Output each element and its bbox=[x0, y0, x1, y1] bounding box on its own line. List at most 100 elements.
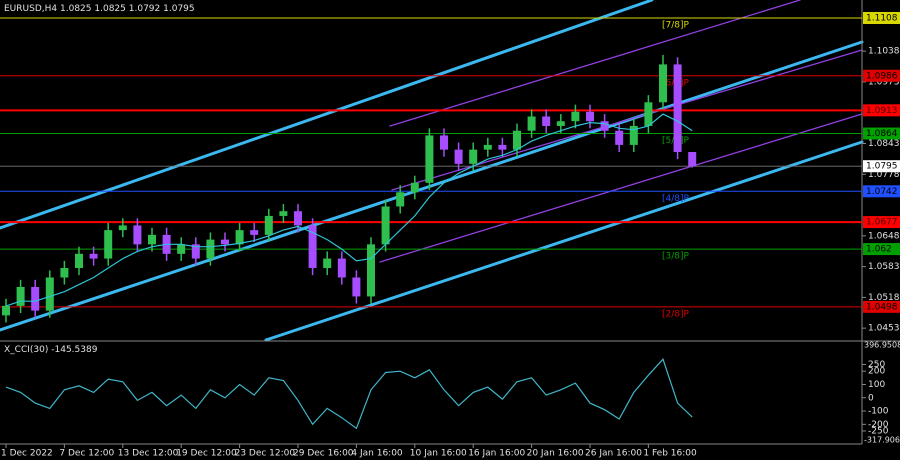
channel-line bbox=[391, 49, 863, 191]
y-tick-label: 0 bbox=[868, 393, 874, 403]
level-price-label: 1.0498 bbox=[866, 302, 898, 312]
high-value: 1.0825 bbox=[94, 4, 126, 14]
moving-average bbox=[5, 113, 693, 307]
level-name: [3/8]P bbox=[662, 252, 690, 262]
channel-line bbox=[0, 40, 864, 332]
y-tick-label: 1.0973 bbox=[868, 77, 900, 87]
candle-body bbox=[527, 116, 536, 131]
level-box bbox=[863, 216, 900, 229]
x-tick-label: 20 Jan 16:00 bbox=[527, 449, 584, 459]
candle-body bbox=[337, 258, 346, 278]
y-tick-label: 1.0453 bbox=[868, 324, 900, 334]
candle-body bbox=[16, 286, 25, 306]
level-name: [4/8]P bbox=[662, 194, 690, 204]
open-value: 1.0825 bbox=[60, 4, 92, 14]
candle-body bbox=[644, 102, 653, 126]
x-tick-label: 1 Dec 2022 bbox=[1, 449, 53, 459]
candle-body bbox=[31, 286, 40, 311]
level-price-label: 1.0742 bbox=[866, 187, 898, 197]
candle-body bbox=[440, 135, 448, 150]
level-box bbox=[863, 104, 900, 117]
level-price-label: 1.0677 bbox=[866, 218, 898, 228]
x-tick-label: 13 Dec 12:00 bbox=[118, 449, 179, 459]
candle-body bbox=[673, 64, 682, 153]
candle-body bbox=[264, 215, 273, 235]
candle-body bbox=[45, 277, 54, 311]
candle-body bbox=[483, 144, 492, 150]
level-box bbox=[863, 11, 900, 24]
candle-body bbox=[191, 244, 200, 259]
candle-body bbox=[308, 225, 317, 269]
x-tick-label: 1 Feb 16:00 bbox=[643, 449, 697, 459]
candle-body bbox=[148, 234, 156, 245]
level-price-label: 1.0913 bbox=[866, 106, 898, 116]
candle-body bbox=[133, 225, 142, 245]
candle-body bbox=[75, 253, 83, 269]
y-tick-label: -250 bbox=[868, 426, 889, 436]
indicator-title: X_CCI(30) bbox=[4, 345, 48, 355]
last-price-label: 1.0795 bbox=[866, 162, 898, 172]
candle-body bbox=[118, 225, 127, 231]
candle-body bbox=[600, 121, 609, 131]
y-tick-label: 200 bbox=[868, 367, 885, 377]
candle-body bbox=[250, 230, 259, 235]
candle-body bbox=[688, 152, 697, 167]
level-price-label: 1.0986 bbox=[866, 71, 898, 81]
x-tick-label: 19 Dec 12:00 bbox=[176, 449, 237, 459]
candle-body bbox=[177, 244, 186, 254]
level-price-label: 1.0864 bbox=[866, 129, 898, 139]
level-box bbox=[863, 185, 900, 198]
level-box bbox=[863, 243, 900, 256]
x-tick-label: 7 Dec 12:00 bbox=[59, 449, 114, 459]
y-tick-label: 1.0518 bbox=[868, 293, 900, 303]
candle-body bbox=[454, 149, 463, 164]
candle-body bbox=[586, 111, 594, 122]
channel-line bbox=[0, 0, 654, 230]
candle-body bbox=[323, 258, 332, 269]
candle-body bbox=[294, 211, 302, 226]
symbol: EURUSD,H4 bbox=[4, 4, 57, 14]
candle-body bbox=[571, 111, 580, 122]
x-tick-label: 23 Dec 12:00 bbox=[235, 449, 296, 459]
indicator-value: -145.5389 bbox=[51, 345, 97, 355]
close-value: 1.0795 bbox=[163, 4, 195, 14]
candle-body bbox=[410, 182, 419, 193]
level-box bbox=[863, 300, 900, 313]
level-box bbox=[863, 127, 900, 140]
candle-body bbox=[381, 206, 390, 245]
candle-body bbox=[513, 130, 521, 150]
y-tick-label: 250 bbox=[868, 360, 885, 370]
level-name: [7/8]P bbox=[662, 20, 690, 30]
candle-body bbox=[279, 211, 288, 216]
y-tick-label: 100 bbox=[868, 380, 885, 390]
candle-body bbox=[425, 135, 434, 183]
candle-body bbox=[659, 64, 667, 103]
cci-line bbox=[5, 358, 693, 430]
channel-line bbox=[379, 113, 863, 263]
indicator-header: X_CCI(30) -145.5389 bbox=[4, 345, 98, 355]
candle-body bbox=[556, 121, 565, 126]
y-tick-label: -200 bbox=[868, 420, 889, 430]
candle-body bbox=[615, 130, 624, 145]
candle-body bbox=[235, 230, 244, 245]
level-name: [2/8]P bbox=[662, 309, 690, 319]
candle-body bbox=[2, 305, 10, 316]
y-tick-label: 1.0583 bbox=[868, 262, 900, 272]
y-tick-label: 1.0648 bbox=[868, 231, 900, 241]
y-tick-label: 1.1038 bbox=[868, 47, 900, 57]
channel-line bbox=[389, 0, 801, 127]
x-tick-label: 10 Jan 16:00 bbox=[410, 449, 467, 459]
last-price-box bbox=[863, 160, 900, 173]
x-tick-label: 4 Jan 16:00 bbox=[351, 449, 403, 459]
low-value: 1.0792 bbox=[129, 4, 161, 14]
candle-body bbox=[367, 244, 375, 297]
y-tick-label: 1.0778 bbox=[868, 170, 900, 180]
x-tick-label: 26 Jan 16:00 bbox=[585, 449, 642, 459]
candle-body bbox=[221, 239, 229, 245]
y-limit-label: 396.9508 bbox=[864, 341, 900, 350]
level-price-label: 1.062 bbox=[866, 245, 892, 255]
candle-body bbox=[469, 149, 478, 164]
y-tick-label: 1.0843 bbox=[868, 139, 900, 149]
